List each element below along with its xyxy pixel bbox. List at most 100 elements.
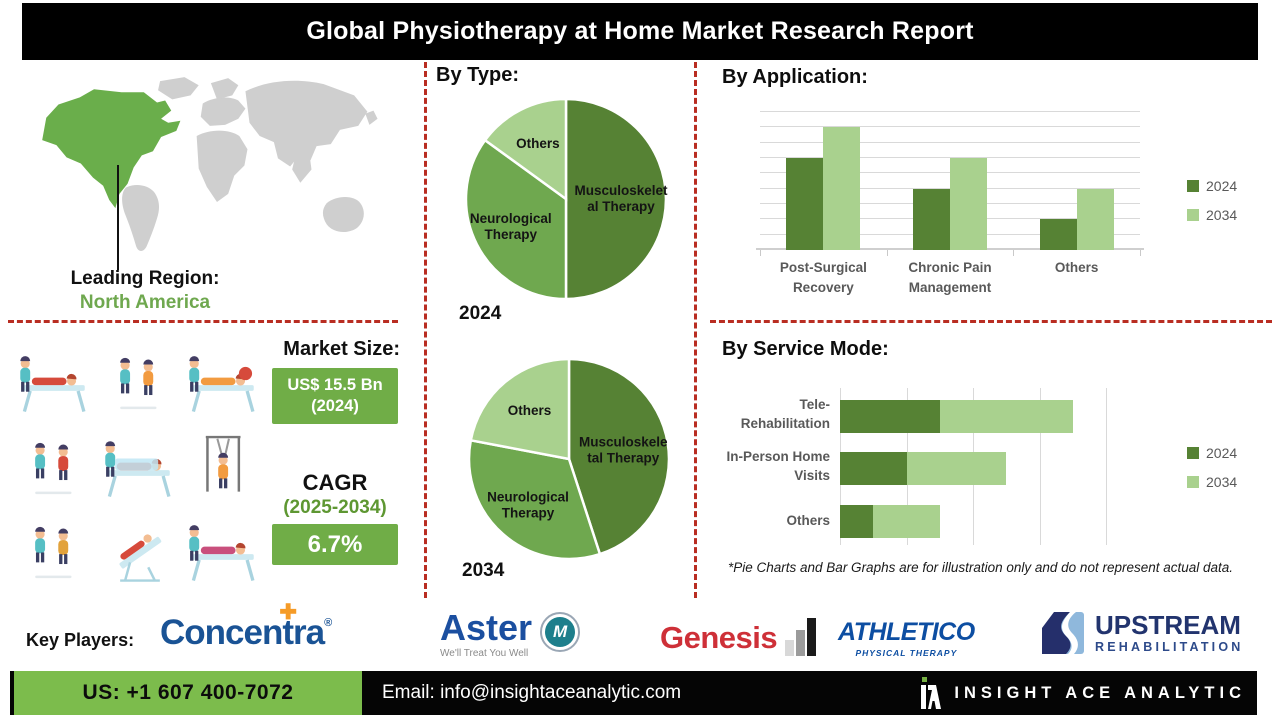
category-label: Others	[1054, 260, 1099, 275]
key-players-label: Key Players:	[26, 630, 135, 650]
physio-illustration-9	[189, 525, 255, 582]
insight-ace-logo-icon	[921, 677, 942, 709]
bar-chart-category-labels: Post-Surgical Recovery Chronic Pain Managem…	[760, 258, 1140, 299]
bar-2024	[840, 505, 874, 538]
physiotherapy-illustrations	[12, 338, 264, 590]
logo-upstream: UPSTREAM REHABILITATION	[1040, 610, 1244, 656]
logo-genesis: Genesis	[660, 618, 817, 656]
page-title: Global Physiotherapy at Home Market Rese…	[306, 17, 974, 45]
pie-2034-year-label: 2034	[462, 560, 505, 581]
genesis-wordmark: Genesis	[660, 620, 778, 655]
map-scandinavia	[210, 78, 239, 100]
physio-illustration-8	[119, 534, 161, 583]
section-title-by-service-mode: By Service Mode:	[722, 338, 889, 360]
leading-region-label: Leading Region:	[70, 268, 220, 289]
legend-item: 2024	[1187, 445, 1237, 461]
footer-brand: INSIGHT ACE ANALYTIC	[918, 671, 1246, 715]
pie-2024-year-label: 2024	[459, 303, 502, 324]
leading-region-callout-line	[117, 165, 119, 270]
physio-illustration-7	[35, 527, 72, 579]
world-map	[30, 72, 406, 262]
cagr-value-box: 6.7%	[272, 524, 398, 565]
category-label: Post-Surgical Recovery	[779, 260, 867, 296]
aster-badge-icon: M	[540, 612, 581, 652]
bar-2034	[950, 158, 987, 250]
map-europe	[200, 97, 246, 126]
physio-illustration-6	[206, 435, 241, 492]
map-greenland	[158, 77, 199, 100]
footer-phone-block: US: +1 607 400-7072	[14, 671, 362, 715]
market-size-value: US$ 15.5 Bn	[287, 376, 383, 395]
logo-athletico: ATHLETICO PHYSICAL THERAPY	[838, 618, 975, 658]
concentra-plus-icon: ✚	[279, 601, 297, 624]
bar-2034	[823, 127, 861, 250]
footer-email: Email: info@insightaceanalytic.com	[382, 682, 682, 703]
concentra-text-pre: Concen	[160, 613, 283, 652]
section-title-by-application: By Application:	[722, 66, 868, 88]
category-label: Others	[786, 512, 830, 528]
header-bar: Global Physiotherapy at Home Market Rese…	[22, 3, 1258, 60]
svg-text:Others: Others	[508, 403, 552, 418]
aster-wordmark: Aster	[440, 607, 533, 648]
registered-mark-icon: ®	[324, 617, 333, 629]
bar-chart-by-application	[756, 111, 1144, 256]
bar-2034	[906, 452, 1007, 485]
middle-column-dashed-border	[424, 62, 697, 598]
bar-chart-by-service-mode: Tele- Rehabilitation In-Person Home Visits O…	[700, 388, 1120, 550]
legend-by-application: 2024 2034	[1187, 178, 1237, 223]
athletico-subtext: PHYSICAL THERAPY	[855, 648, 958, 658]
legend-by-service-mode: 2024 2034	[1187, 445, 1237, 490]
legend-swatch	[1187, 447, 1199, 459]
concentra-letter-t: t ✚	[279, 601, 297, 652]
right-section-divider	[710, 320, 1272, 323]
legend-swatch	[1187, 476, 1199, 488]
category-label: Chronic Pain Management	[908, 260, 992, 296]
pie-chart-by-type-2034: Musculoskele tal Therapy Neurological Thera…	[467, 357, 671, 561]
insight-ace-brand-text: INSIGHT ACE ANALYTIC	[954, 683, 1246, 702]
map-australia	[322, 196, 364, 233]
left-section-divider	[8, 320, 398, 323]
map-africa	[196, 130, 248, 203]
map-japan	[365, 110, 378, 125]
upstream-wave-icon	[1042, 612, 1084, 654]
bar-2034	[873, 505, 940, 538]
category-label: In-Person Home Visits	[726, 448, 830, 484]
legend-swatch	[1187, 180, 1199, 192]
cagr-value: 6.7%	[307, 530, 363, 558]
bar-2034	[939, 400, 1073, 433]
legend-item: 2034	[1187, 207, 1237, 223]
physio-illustration-5	[104, 440, 171, 497]
athletico-wordmark: ATHLETICO	[838, 618, 975, 646]
legend-swatch	[1187, 209, 1199, 221]
market-size-value-box: US$ 15.5 Bn (2024)	[272, 368, 398, 424]
physio-illustration-1	[20, 356, 86, 413]
map-north-america	[42, 89, 181, 209]
bar-2034	[1076, 188, 1114, 250]
upstream-wordmark: UPSTREAM	[1095, 610, 1241, 641]
section-title-by-type: By Type:	[436, 64, 519, 86]
market-size-label: Market Size:	[283, 338, 400, 360]
physio-illustration-4	[35, 442, 72, 494]
svg-text:Others: Others	[516, 136, 560, 151]
legend-item: 2024	[1187, 178, 1237, 194]
legend-item: 2034	[1187, 474, 1237, 490]
logo-concentra: Concent ✚ ra®	[160, 601, 333, 653]
bar-2024	[840, 400, 940, 433]
map-south-america	[122, 185, 160, 251]
leading-region-value: North America	[79, 292, 211, 313]
market-size-year: (2024)	[311, 397, 359, 415]
physio-illustration-3	[189, 356, 255, 413]
pie-chart-by-type-2024: Musculoskelet al Therapy Neurological Thera…	[464, 97, 668, 301]
bar-2024	[1039, 219, 1077, 250]
logo-aster: Aster We'll Treat You Well M	[440, 607, 581, 659]
genesis-bars-icon	[785, 618, 817, 656]
physio-illustration-2	[119, 357, 157, 410]
aster-tagline: We'll Treat You Well	[440, 648, 529, 659]
footer-phone: US: +1 607 400-7072	[82, 681, 294, 704]
cagr-period: (2025-2034)	[283, 497, 387, 518]
concentra-text-post: ra	[293, 613, 325, 652]
